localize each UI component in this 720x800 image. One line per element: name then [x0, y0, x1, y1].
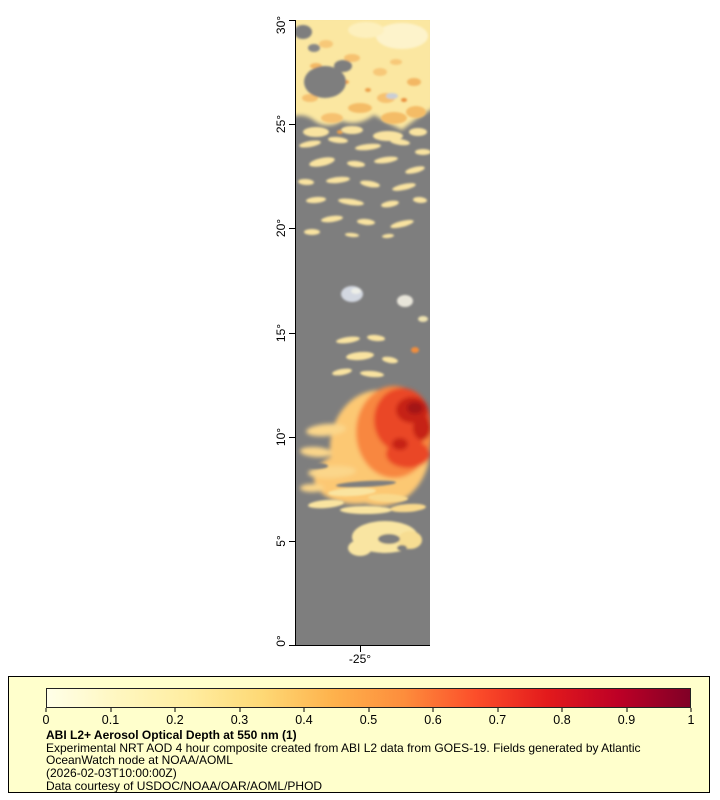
- colorbar-tick-label: 0.6: [424, 713, 442, 727]
- lat-tick: [289, 645, 295, 646]
- lon-tick-label: -25°: [348, 652, 372, 666]
- lat-tick-label: 25°: [274, 114, 288, 134]
- aod-streaks-mid: [332, 334, 419, 378]
- aod-streaks-band: [298, 126, 430, 239]
- lat-tick-label: 15°: [274, 323, 288, 343]
- aerosol-map-raster: [296, 20, 430, 645]
- colorbar-tick-label: 0.8: [553, 713, 571, 727]
- colorbar-tick-label: 0.1: [101, 713, 120, 727]
- colorbar-ticks: [45, 708, 692, 712]
- colorbar-tick-label: 0.9: [617, 713, 636, 727]
- colorbar-tick: [174, 708, 176, 712]
- dust-plume: [300, 386, 430, 506]
- lat-tick: [289, 541, 295, 542]
- legend-description-line: OceanWatch node at NOAA/AOML: [46, 753, 233, 768]
- colorbar-tick: [45, 708, 47, 712]
- lat-tick: [289, 124, 295, 125]
- colorbar-tick-label: 0.7: [488, 713, 507, 727]
- colorbar-tick: [368, 708, 369, 712]
- cloud-patches: [341, 286, 428, 322]
- colorbar-tick-label: 0.4: [295, 713, 313, 727]
- colorbar-tick: [690, 708, 692, 712]
- legend-credit-line: Data courtesy of USDOC/NOAA/OAR/AOML/PHO…: [46, 778, 323, 793]
- aod-map: [296, 20, 430, 645]
- legend-title: ABI L2+ Aerosol Optical Depth at 550 nm …: [46, 728, 297, 742]
- lat-tick-label: 10°: [274, 427, 288, 447]
- legend-panel: 0 0.1 0.2 0.3 0.4 0.5 0.6 0.7 0.8 0.9 1 …: [8, 676, 710, 793]
- dust-plume-fringe: [308, 463, 426, 514]
- lon-tick: [360, 646, 361, 652]
- legend-text-block: ABI L2+ Aerosol Optical Depth at 550 nm …: [46, 729, 689, 793]
- lat-tick: [289, 20, 295, 21]
- lat-axis-spine: [295, 20, 296, 646]
- colorbar: [46, 688, 691, 708]
- legend-timestamp: (2026-02-03T10:00:00Z): [46, 766, 177, 781]
- colorbar-tick: [110, 708, 111, 712]
- lon-axis-spine: [296, 645, 430, 646]
- legend-description-line: Experimental NRT AOD 4 hour composite cr…: [46, 740, 641, 755]
- colorbar-tick-label: 0: [42, 713, 50, 727]
- colorbar-tick: [497, 708, 498, 712]
- colorbar-tick: [432, 708, 434, 712]
- lat-tick: [289, 228, 295, 229]
- lat-tick-label: 30°: [274, 15, 288, 35]
- aod-field-north-detail: [296, 22, 428, 134]
- colorbar-tick-label: 1: [687, 713, 695, 727]
- colorbar-tick-label: 0.5: [359, 713, 378, 727]
- colorbar-tick-label: 0.3: [230, 713, 249, 727]
- colorbar-tick-label: 0.2: [166, 713, 184, 727]
- colorbar-tick: [239, 708, 240, 712]
- lat-tick: [289, 437, 295, 438]
- lat-tick-label: 20°: [274, 218, 288, 238]
- lat-tick-label: 5°: [274, 535, 288, 547]
- colorbar-tick: [303, 708, 305, 712]
- colorbar-tick: [561, 708, 563, 712]
- lat-tick: [289, 333, 295, 334]
- colorbar-tick: [626, 708, 627, 712]
- aod-patch-south: [348, 521, 422, 556]
- lat-tick-label: 0°: [274, 635, 288, 647]
- colorbar-labels: 0 0.1 0.2 0.3 0.4 0.5 0.6 0.7 0.8 0.9 1: [42, 712, 695, 727]
